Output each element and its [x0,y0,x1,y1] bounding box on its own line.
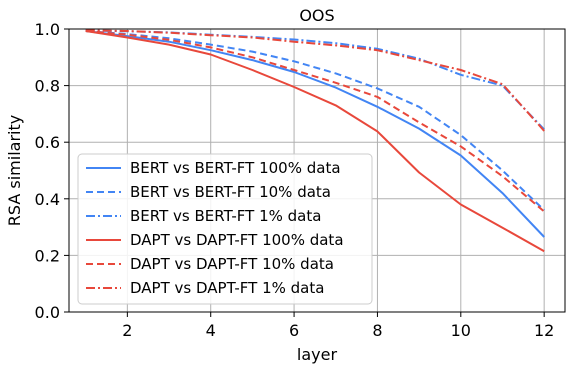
series-line-5 [85,30,545,213]
y-tick-label: 1.0 [35,20,60,39]
series-line-2 [85,30,545,211]
series-line-1 [85,30,545,238]
x-axis-ticks: 2 4 6 8 10 12 [122,312,554,340]
plot-frame [68,28,566,313]
y-tick-label: 0.0 [35,303,60,322]
y-tick-label: 0.4 [35,190,60,209]
legend-label-2: BERT vs BERT-FT 10% data [130,183,331,201]
x-tick-label: 4 [206,321,216,340]
y-tick-label: 0.2 [35,246,60,265]
legend-label-3: BERT vs BERT-FT 1% data [130,207,321,225]
x-tick-label: 12 [534,321,554,340]
y-tick-label: 0.8 [35,77,60,96]
y-tick-label: 0.6 [35,133,60,152]
legend: BERT vs BERT-FT 100% data BERT vs BERT-FT… [77,153,373,305]
legend-box [77,153,373,305]
legend-label-4: DAPT vs DAPT-FT 100% data [130,231,344,249]
chart-title: OOS [299,6,334,25]
y-axis-label: RSA similarity [5,115,24,226]
x-tick-label: 10 [451,321,471,340]
series-line-6 [85,29,545,132]
series-lines [85,29,545,253]
y-axis-ticks: 0.0 0.2 0.4 0.6 0.8 1.0 [35,20,69,322]
series-line-4 [85,30,545,253]
x-tick-label: 6 [289,321,299,340]
legend-label-1: BERT vs BERT-FT 100% data [130,159,341,177]
legend-label-5: DAPT vs DAPT-FT 10% data [130,255,334,273]
x-axis-label: layer [297,345,338,364]
legend-label-6: DAPT vs DAPT-FT 1% data [130,279,324,297]
x-tick-label: 8 [372,321,382,340]
x-tick-label: 2 [122,321,132,340]
